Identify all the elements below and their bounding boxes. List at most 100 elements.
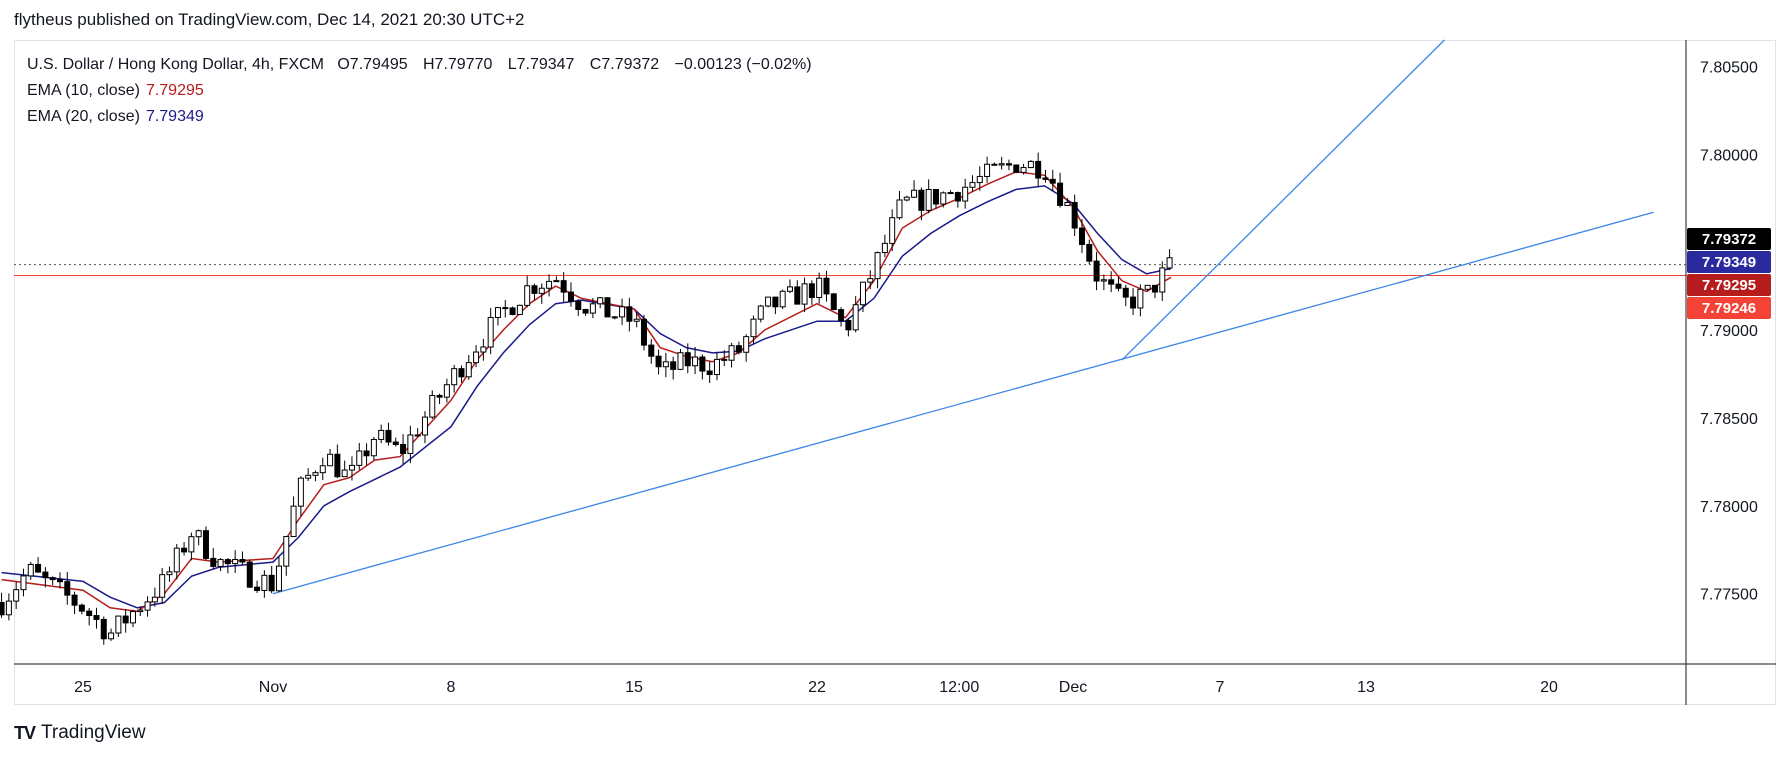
candle-body: [735, 345, 742, 353]
candle-body: [144, 601, 151, 611]
candle-body: [713, 358, 720, 376]
candle-body: [706, 370, 713, 376]
candle-body: [494, 307, 501, 318]
candle-body: [173, 547, 180, 573]
x-tick-label: 25: [74, 679, 92, 696]
candle-body: [655, 355, 662, 368]
y-tick-label: 7.77500: [1700, 587, 1758, 604]
candle-body: [633, 318, 640, 322]
candle-body: [1078, 227, 1085, 245]
ema10-label: EMA (10, close): [27, 82, 140, 99]
candle-body: [1108, 279, 1115, 285]
candle-body: [71, 594, 78, 606]
candle-body: [845, 319, 852, 331]
high-value: H7.79770: [422, 56, 493, 73]
candle-body: [852, 304, 859, 331]
candle-body: [918, 189, 925, 211]
candle-body: [210, 557, 217, 567]
candle-body: [728, 345, 735, 361]
price-badge-label: 7.79349: [1702, 254, 1756, 271]
candle-body: [283, 536, 290, 567]
close-value: C7.79372: [589, 56, 660, 73]
candle-body: [903, 196, 910, 201]
candle-body: [947, 192, 954, 195]
candle-body: [779, 290, 786, 308]
x-tick-label: 20: [1540, 679, 1558, 696]
candle-body: [122, 615, 129, 624]
candle-body: [224, 559, 231, 565]
candle-body: [473, 351, 480, 364]
candle-body: [275, 565, 282, 592]
candle-body: [954, 192, 961, 202]
candle-body: [0, 601, 5, 616]
candle-body: [531, 285, 538, 294]
candle-body: [538, 287, 545, 294]
candle-body: [1071, 202, 1078, 229]
candle-body: [750, 318, 757, 338]
candle-body: [786, 286, 793, 292]
candle-body: [896, 199, 903, 219]
candle-body: [1093, 260, 1100, 282]
candle-body: [648, 344, 655, 357]
candle-body: [553, 280, 560, 283]
footer-brand[interactable]: TV TradingView: [14, 722, 146, 744]
candle-body: [166, 571, 173, 576]
candle-body: [816, 277, 823, 298]
candle-body: [940, 192, 947, 205]
candle-body: [78, 604, 85, 612]
candle-body: [874, 252, 881, 280]
candle-body: [772, 296, 779, 308]
price-badge: [1687, 274, 1771, 296]
candle-body: [348, 464, 355, 471]
candle-body: [195, 530, 202, 538]
candle-body: [400, 444, 407, 454]
candle-body: [137, 609, 144, 613]
candle-body: [546, 280, 553, 289]
symbol-label[interactable]: U.S. Dollar / Hong Kong Dollar, 4h, FXCM: [27, 56, 325, 73]
candle-body: [867, 278, 874, 283]
candle-body: [232, 559, 239, 565]
candle-body: [1064, 202, 1071, 206]
candle-body: [969, 182, 976, 188]
candle-body: [93, 615, 100, 620]
candle-body: [290, 505, 297, 538]
candle-body: [808, 283, 815, 298]
ohlc-values: O7.79495 H7.79770 L7.79347 C7.79372 −0.0…: [328, 56, 813, 73]
price-badge-label: 7.79295: [1702, 277, 1756, 294]
ema10-row[interactable]: EMA (10, close) 7.79295: [27, 78, 814, 104]
candle-body: [976, 175, 983, 184]
candle-body: [1137, 288, 1144, 309]
candle-body: [1057, 182, 1064, 206]
candle-body: [626, 306, 633, 322]
candle-body: [129, 611, 136, 624]
x-tick-label: 7: [1216, 679, 1225, 696]
candle-body: [217, 559, 224, 567]
candle-body: [932, 188, 939, 205]
candle-body: [684, 352, 691, 367]
price-badge-label: 7.79246: [1702, 300, 1756, 317]
candle-body: [341, 469, 348, 478]
candle-body: [20, 575, 27, 591]
price-badge: [1687, 228, 1771, 250]
candle-body: [1005, 163, 1012, 166]
candle-body: [458, 368, 465, 378]
candle-body: [305, 474, 312, 479]
candle-body: [582, 308, 589, 314]
candle-body: [480, 346, 487, 353]
candle-body: [239, 559, 246, 563]
candle-body: [911, 189, 918, 198]
candle-body: [312, 472, 319, 476]
y-tick-label: 7.79000: [1700, 323, 1758, 340]
candle-body: [188, 536, 195, 553]
candle-body: [268, 574, 275, 592]
candle-body: [151, 596, 158, 603]
ema20-row[interactable]: EMA (20, close) 7.79349: [27, 104, 814, 130]
candle-body: [1049, 178, 1056, 184]
candle-body: [889, 217, 896, 244]
chart-frame[interactable]: [14, 40, 1776, 705]
trendline: [1121, 39, 1445, 361]
chart-legend: U.S. Dollar / Hong Kong Dollar, 4h, FXCM…: [27, 52, 814, 130]
candle-body: [560, 280, 567, 293]
candle-body: [429, 394, 436, 418]
